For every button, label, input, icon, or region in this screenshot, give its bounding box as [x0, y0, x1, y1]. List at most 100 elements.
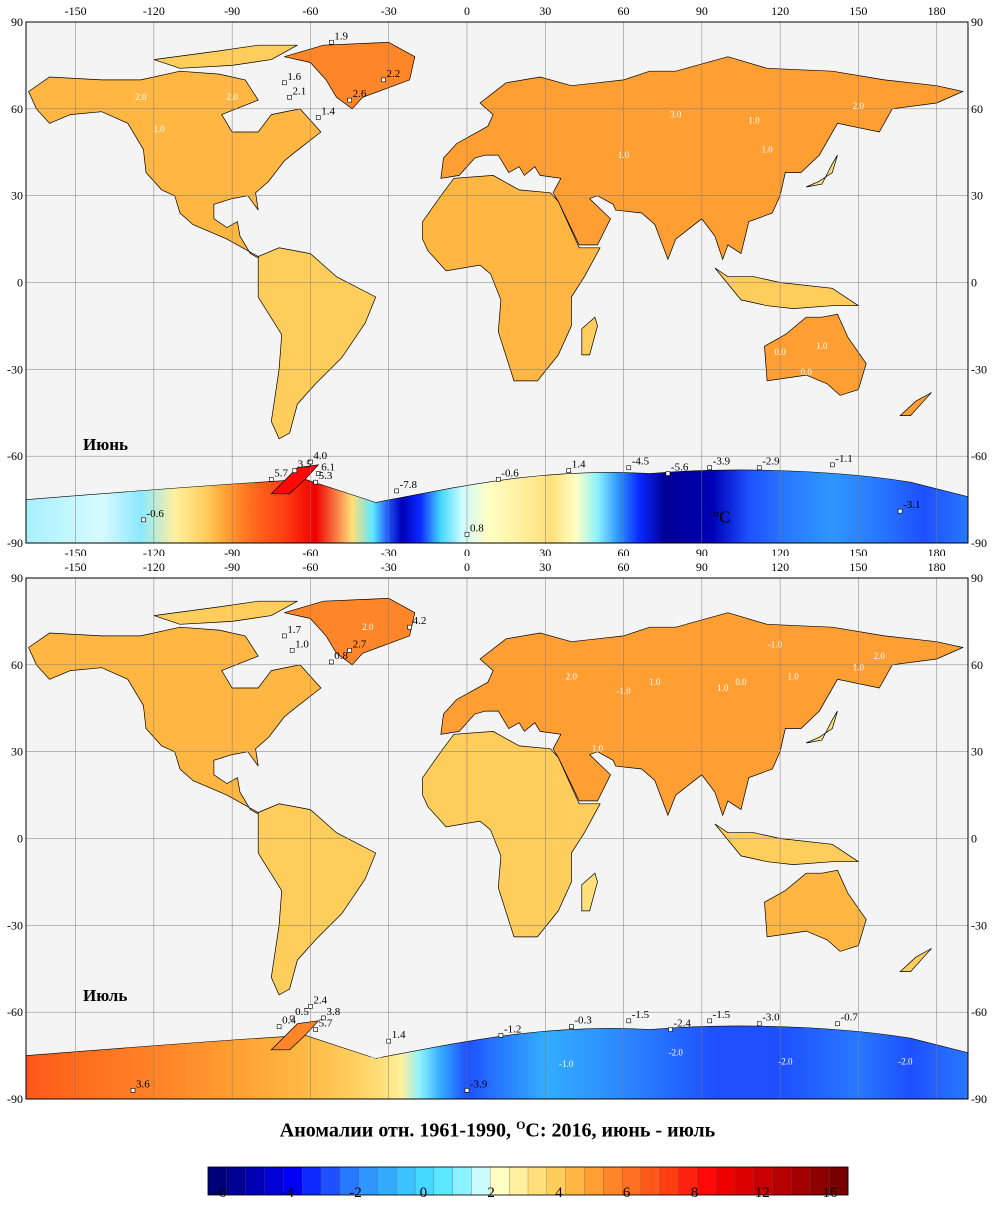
caption-superscript: O: [516, 1118, 526, 1132]
caption-text-after: C: 2016, июнь - июль: [525, 1119, 716, 1142]
lon-tick-bottom: -120: [143, 546, 165, 556]
station-marker: [289, 648, 295, 653]
colorbar-swatch: [565, 1166, 585, 1196]
lon-tick-bottom: 0: [464, 546, 470, 556]
station-value: 1.7: [287, 624, 301, 636]
contour-label: 2.0: [362, 622, 374, 632]
colorbar-swatch: [697, 1166, 717, 1196]
station-marker: [313, 1027, 318, 1032]
station-value: -0.6: [501, 467, 519, 479]
lat-tick-right: 60: [971, 102, 983, 116]
station-marker: [289, 1015, 295, 1021]
station-value: 5.3: [319, 470, 333, 482]
contour-label: 1.0: [788, 671, 800, 681]
lon-tick-bottom: 120: [771, 1102, 789, 1104]
station-value: 4.2: [413, 615, 427, 627]
lon-tick-bottom: 30: [539, 546, 551, 556]
caption-text-before: Аномалии отн. 1961-1990,: [279, 1119, 517, 1142]
lat-tick-left: -30: [7, 918, 23, 932]
lat-tick-right: 0: [971, 276, 977, 290]
lon-tick-bottom: 180: [928, 546, 946, 556]
lon-tick-top: -30: [381, 4, 397, 18]
map-caption: Аномалии отн. 1961-1990, OC: 2016, июнь …: [0, 1118, 995, 1143]
lat-tick-right: -60: [971, 449, 987, 463]
station-marker: [282, 80, 287, 86]
colorbar-swatch: [377, 1166, 397, 1196]
lon-tick-top: 60: [618, 4, 630, 18]
contour-label: -1.0: [768, 639, 783, 649]
lon-tick-bottom: 60: [618, 546, 630, 556]
lon-tick-top: -90: [224, 560, 240, 574]
lon-tick-top: -120: [143, 4, 165, 18]
station-value: 4.0: [313, 450, 327, 462]
land-madagascar: [581, 316, 598, 356]
station-marker: [756, 465, 762, 471]
station-marker: [496, 477, 501, 482]
station-marker: [407, 624, 412, 630]
land-arcticIslands: [153, 44, 298, 69]
lat-tick-left: -90: [7, 536, 23, 550]
antarctica-shape: [25, 1025, 969, 1100]
colorbar-swatch: [734, 1166, 755, 1196]
colorbar-swatch: [320, 1166, 341, 1196]
lat-tick-left: -60: [7, 449, 23, 463]
lon-tick-bottom: 150: [849, 1102, 867, 1104]
contour-label: 1.0: [592, 744, 604, 754]
colorbar-tick-label: 6: [623, 1185, 631, 1200]
lon-tick-bottom: -30: [381, 546, 397, 556]
lat-tick-left: 0: [17, 276, 23, 290]
color-scale-svg: -6 -4 -2 0 2 4 6 8 12 16: [207, 1166, 849, 1201]
station-value: -2.4: [674, 1018, 692, 1030]
contour-label: -1.0: [559, 1059, 574, 1069]
lon-tick-top: 150: [849, 4, 867, 18]
station-marker: [329, 659, 334, 665]
station-value: 2.4: [313, 994, 327, 1006]
lon-tick-top: 90: [696, 4, 708, 18]
station-value: 0.5: [295, 1006, 309, 1018]
station-marker: [313, 479, 318, 485]
land-australia: [764, 313, 867, 396]
contour-label: 3.0: [670, 110, 682, 120]
station-value: -3.9: [470, 1078, 488, 1090]
antarctica-shape: [25, 469, 969, 544]
lon-tick-top: 120: [771, 4, 789, 18]
lon-tick-bottom: 180: [928, 1102, 946, 1104]
lon-tick-top: -90: [224, 4, 240, 18]
contour-label: -2.0: [669, 1048, 684, 1058]
station-marker: [897, 508, 903, 514]
station-value: 0.8: [470, 522, 484, 534]
station-marker: [292, 468, 298, 473]
lon-tick-bottom: 0: [464, 1102, 470, 1104]
colorbar-tick-label: -6: [214, 1185, 227, 1200]
lat-tick-right: 30: [971, 189, 983, 203]
contour-label: 2.0: [853, 101, 865, 111]
lat-tick-left: -30: [7, 362, 23, 376]
station-marker: [707, 465, 712, 471]
station-marker: [498, 1033, 504, 1038]
lat-tick-left: 0: [17, 832, 23, 846]
lat-tick-left: 60: [11, 102, 23, 116]
contour-label: -2.0: [898, 1056, 913, 1066]
lon-tick-bottom: 120: [771, 546, 789, 556]
station-value: 1.6: [287, 71, 301, 83]
lat-tick-right: 90: [971, 571, 983, 585]
lat-tick-right: -90: [971, 536, 987, 550]
station-marker: [347, 97, 352, 103]
lon-tick-bottom: -60: [302, 1102, 318, 1104]
lon-tick-top: 30: [539, 560, 551, 574]
lon-tick-bottom: -120: [143, 1102, 165, 1104]
lon-tick-top: 30: [539, 4, 551, 18]
station-marker: [464, 1088, 470, 1093]
station-value: -1.5: [632, 1009, 650, 1021]
lon-tick-bottom: 30: [539, 1102, 551, 1104]
land-northAmerica: [28, 626, 322, 816]
lon-tick-bottom: -150: [65, 1102, 87, 1104]
lon-tick-bottom: 90: [696, 546, 708, 556]
station-marker: [707, 1018, 712, 1024]
lat-tick-left: 60: [11, 658, 23, 672]
station-marker: [329, 39, 334, 45]
station-value: -0.3: [574, 1015, 592, 1027]
station-marker: [394, 488, 399, 494]
lat-tick-right: 0: [971, 832, 977, 846]
colorbar-tick-label: -4: [282, 1185, 295, 1200]
